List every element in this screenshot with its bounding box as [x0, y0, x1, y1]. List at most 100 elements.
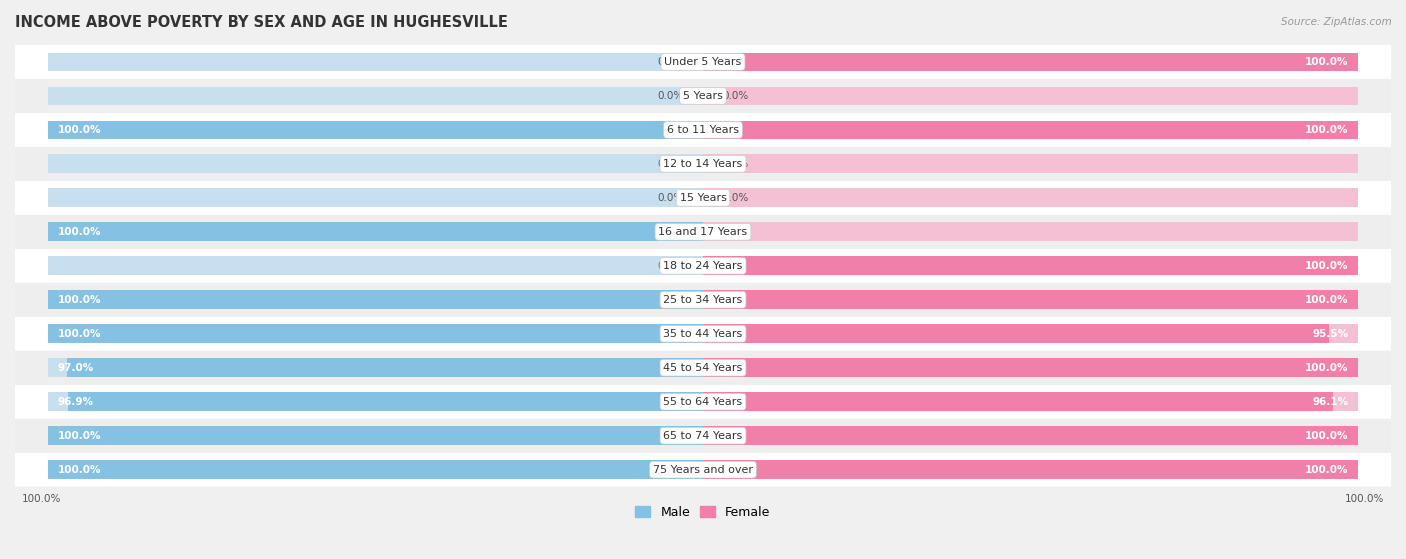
- Bar: [48, 358, 703, 377]
- Bar: [703, 53, 1358, 71]
- Text: 0.0%: 0.0%: [657, 193, 683, 203]
- Text: 45 to 54 Years: 45 to 54 Years: [664, 363, 742, 373]
- Bar: [703, 188, 1358, 207]
- FancyBboxPatch shape: [15, 113, 1391, 147]
- Bar: [703, 358, 1358, 377]
- FancyBboxPatch shape: [15, 215, 1391, 249]
- Bar: [48, 324, 703, 343]
- Text: 5 Years: 5 Years: [683, 91, 723, 101]
- Text: 0.0%: 0.0%: [723, 159, 749, 169]
- Bar: [703, 392, 1333, 411]
- FancyBboxPatch shape: [15, 181, 1391, 215]
- Bar: [703, 291, 1358, 309]
- Bar: [48, 324, 703, 343]
- Text: 100.0%: 100.0%: [58, 329, 101, 339]
- Bar: [703, 324, 1358, 343]
- Text: 100.0%: 100.0%: [1305, 465, 1348, 475]
- Bar: [703, 291, 1358, 309]
- Bar: [703, 121, 1358, 139]
- Bar: [48, 222, 703, 241]
- Text: Source: ZipAtlas.com: Source: ZipAtlas.com: [1281, 17, 1392, 27]
- Bar: [48, 121, 703, 139]
- FancyBboxPatch shape: [15, 453, 1391, 487]
- FancyBboxPatch shape: [15, 317, 1391, 350]
- Bar: [48, 291, 703, 309]
- Bar: [48, 53, 703, 71]
- Bar: [703, 427, 1358, 445]
- Text: 35 to 44 Years: 35 to 44 Years: [664, 329, 742, 339]
- Bar: [48, 121, 703, 139]
- FancyBboxPatch shape: [15, 249, 1391, 283]
- Text: 0.0%: 0.0%: [657, 91, 683, 101]
- Bar: [48, 257, 703, 275]
- Bar: [703, 257, 1358, 275]
- Text: 100.0%: 100.0%: [1305, 125, 1348, 135]
- Text: 100.0%: 100.0%: [21, 494, 60, 504]
- Bar: [703, 427, 1358, 445]
- Bar: [703, 460, 1358, 479]
- Bar: [67, 392, 703, 411]
- Bar: [48, 460, 703, 479]
- Bar: [703, 358, 1358, 377]
- Text: 100.0%: 100.0%: [1305, 57, 1348, 67]
- FancyBboxPatch shape: [15, 419, 1391, 453]
- Text: 100.0%: 100.0%: [58, 465, 101, 475]
- Text: 0.0%: 0.0%: [657, 159, 683, 169]
- Bar: [48, 392, 703, 411]
- Text: 100.0%: 100.0%: [1305, 295, 1348, 305]
- FancyBboxPatch shape: [15, 45, 1391, 79]
- Bar: [703, 392, 1358, 411]
- Bar: [48, 427, 703, 445]
- Text: 18 to 24 Years: 18 to 24 Years: [664, 261, 742, 271]
- FancyBboxPatch shape: [15, 385, 1391, 419]
- Text: 97.0%: 97.0%: [58, 363, 94, 373]
- Bar: [703, 257, 1358, 275]
- Legend: Male, Female: Male, Female: [630, 501, 776, 524]
- Bar: [703, 324, 1329, 343]
- Text: 100.0%: 100.0%: [1305, 430, 1348, 440]
- Text: 96.9%: 96.9%: [58, 397, 94, 407]
- Text: 55 to 64 Years: 55 to 64 Years: [664, 397, 742, 407]
- Bar: [48, 87, 703, 105]
- Text: 0.0%: 0.0%: [657, 57, 683, 67]
- Bar: [703, 460, 1358, 479]
- Bar: [703, 53, 1358, 71]
- Text: 25 to 34 Years: 25 to 34 Years: [664, 295, 742, 305]
- Text: 100.0%: 100.0%: [58, 227, 101, 237]
- Bar: [703, 121, 1358, 139]
- Text: INCOME ABOVE POVERTY BY SEX AND AGE IN HUGHESVILLE: INCOME ABOVE POVERTY BY SEX AND AGE IN H…: [15, 15, 508, 30]
- Text: 100.0%: 100.0%: [1305, 261, 1348, 271]
- Text: 15 Years: 15 Years: [679, 193, 727, 203]
- Text: 16 and 17 Years: 16 and 17 Years: [658, 227, 748, 237]
- Text: 95.5%: 95.5%: [1312, 329, 1348, 339]
- Text: 100.0%: 100.0%: [1305, 363, 1348, 373]
- Text: 100.0%: 100.0%: [58, 430, 101, 440]
- Text: 12 to 14 Years: 12 to 14 Years: [664, 159, 742, 169]
- FancyBboxPatch shape: [15, 147, 1391, 181]
- Bar: [703, 154, 1358, 173]
- Text: 96.1%: 96.1%: [1312, 397, 1348, 407]
- Bar: [48, 291, 703, 309]
- Bar: [703, 222, 1358, 241]
- Bar: [48, 222, 703, 241]
- Text: 0.0%: 0.0%: [657, 261, 683, 271]
- FancyBboxPatch shape: [15, 350, 1391, 385]
- Text: 6 to 11 Years: 6 to 11 Years: [666, 125, 740, 135]
- Bar: [48, 188, 703, 207]
- FancyBboxPatch shape: [15, 79, 1391, 113]
- Text: 100.0%: 100.0%: [1346, 494, 1385, 504]
- Bar: [48, 154, 703, 173]
- Text: Under 5 Years: Under 5 Years: [665, 57, 741, 67]
- Text: 0.0%: 0.0%: [723, 91, 749, 101]
- Text: 0.0%: 0.0%: [723, 227, 749, 237]
- Bar: [703, 87, 1358, 105]
- Text: 100.0%: 100.0%: [58, 125, 101, 135]
- Text: 65 to 74 Years: 65 to 74 Years: [664, 430, 742, 440]
- Bar: [67, 358, 703, 377]
- FancyBboxPatch shape: [15, 283, 1391, 317]
- Text: 75 Years and over: 75 Years and over: [652, 465, 754, 475]
- Text: 0.0%: 0.0%: [723, 193, 749, 203]
- Text: 100.0%: 100.0%: [58, 295, 101, 305]
- Bar: [48, 427, 703, 445]
- Bar: [48, 460, 703, 479]
